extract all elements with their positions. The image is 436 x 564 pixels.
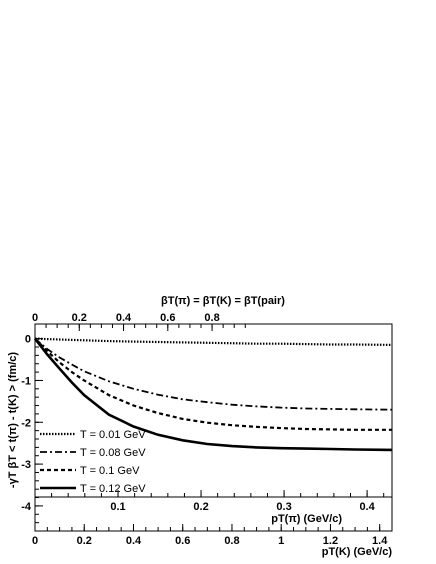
series-lines bbox=[33, 337, 393, 452]
bottom-x-axis-title: pT(K) (GeV/c) bbox=[322, 546, 393, 558]
y-axis-tick-label: 0 bbox=[25, 334, 31, 346]
legend: T = 0.01 GeV T = 0.08 GeV T = 0.1 GeV T = 0… bbox=[40, 429, 146, 495]
inner-x-axis-title: pT(π) (GeV/c) bbox=[271, 513, 342, 525]
legend-label-2: T = 0.08 GeV bbox=[80, 447, 146, 459]
top-axis-tick-label: 0.4 bbox=[116, 312, 132, 324]
bottom-axis-tick-label: 0 bbox=[32, 535, 38, 547]
top-axis-tick-label: 0.2 bbox=[72, 312, 87, 324]
bottom-axis-tick-label: 0.4 bbox=[126, 535, 142, 547]
y-axis-tick-label: -2 bbox=[21, 417, 31, 429]
plot-border bbox=[34, 323, 393, 532]
legend-label-4: T = 0.12 GeV bbox=[80, 483, 146, 495]
legend-label-3: T = 0.1 GeV bbox=[80, 465, 140, 477]
top-axis-title: βT(π) = βT(K) = βT(pair) bbox=[161, 295, 285, 307]
bottom-axis-tick-label: 0.6 bbox=[175, 535, 190, 547]
top-axis-tick-label: 0.8 bbox=[204, 312, 219, 324]
series-line-4 bbox=[33, 337, 393, 452]
inner-axis-tick-label: 0.2 bbox=[193, 501, 208, 513]
series-line-1 bbox=[34, 337, 393, 346]
plot-frame bbox=[34, 323, 393, 532]
bottom-axis-tick-label: 0.2 bbox=[77, 535, 92, 547]
top-axis-tick-label: 0 bbox=[32, 312, 38, 324]
bottom-axis-tick-label: 0.8 bbox=[224, 535, 239, 547]
bottom-axis-tick-label: 1 bbox=[278, 535, 284, 547]
inner-axis-tick-label: 0.3 bbox=[276, 501, 291, 513]
top-axis-tick-label: 0.6 bbox=[160, 312, 175, 324]
y-axis-tick-label: -4 bbox=[21, 501, 32, 513]
bottom-axis-tick-label: 1.2 bbox=[323, 535, 338, 547]
bottom-axis-tick-label: 1.4 bbox=[372, 535, 388, 547]
inner-axis-tick-label: 0.4 bbox=[359, 501, 375, 513]
y-axis-tick-label: -1 bbox=[21, 375, 31, 387]
y-axis-title: -γT βT < t(π) - t(K) > (fm/c) bbox=[7, 352, 19, 488]
y-axis-tick-label: -3 bbox=[21, 459, 31, 471]
series-line-3 bbox=[34, 337, 392, 431]
legend-label-1: T = 0.01 GeV bbox=[80, 429, 146, 441]
series-line-2 bbox=[34, 337, 393, 411]
axis-labels: βT(π) = βT(K) = βT(pair) pT(π) (GeV/c) p… bbox=[7, 295, 392, 558]
inner-axis-tick-label: 0.1 bbox=[110, 501, 125, 513]
axis-ticks: 0 0.2 0.4 0.6 0.8 0.1 0.2 0.3 0.4 0 0.2 0.4 0.6 0.8 1 1… bbox=[21, 312, 388, 547]
